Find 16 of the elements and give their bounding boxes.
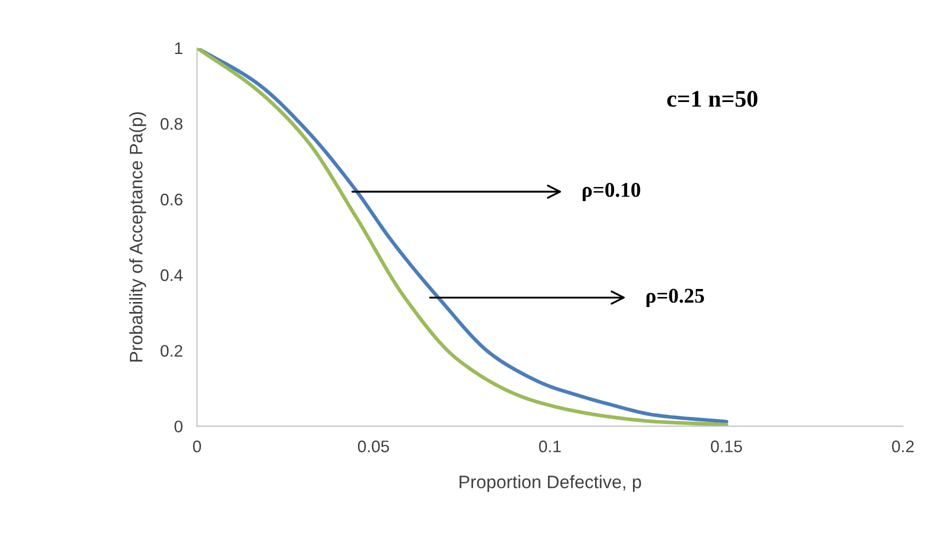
y-tick-label: 1 [175, 42, 182, 54]
y-tick-label: 0.6 [160, 194, 182, 206]
annotation: ρ=0.25 [646, 288, 704, 308]
y-tick-label: 0 [174, 420, 182, 432]
x-tick-label: 0 [193, 440, 202, 452]
x-tick-label: 0.2 [892, 440, 914, 452]
y-tick-label: 0.8 [160, 118, 182, 130]
y-axis-title: Probability of Acceptance Pa(p) [129, 112, 146, 362]
y-tick-label: 0.4 [160, 269, 183, 282]
x-tick-label: 0.05 [358, 440, 390, 452]
x-tick-label: 0.1 [539, 440, 561, 452]
y-tick-label: 0.2 [160, 344, 182, 357]
annotation: c=1 n=50 [667, 90, 758, 107]
annotation: ρ=0.10 [582, 182, 640, 202]
x-tick-label: 0.15 [710, 440, 742, 452]
x-axis-title: Proportion Defective, p [460, 475, 642, 492]
